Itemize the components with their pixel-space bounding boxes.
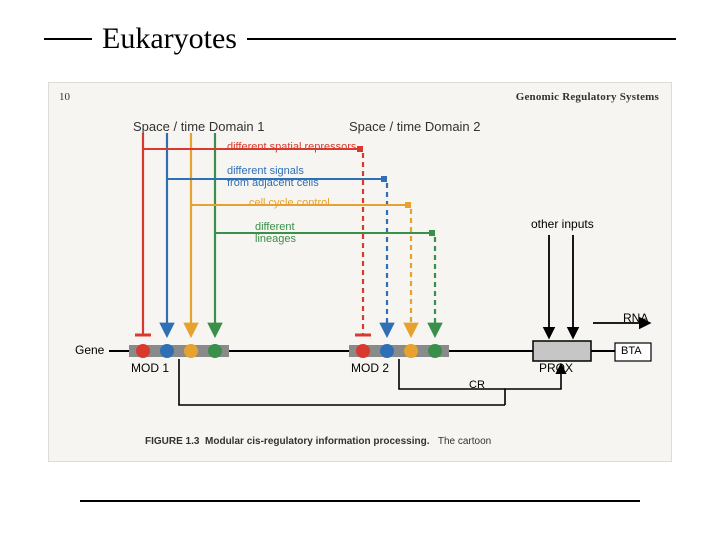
mod2-dot-orange: [404, 344, 418, 358]
label-other-inputs: other inputs: [531, 217, 594, 231]
diagram-svg: [49, 83, 673, 463]
label-mod1: MOD 1: [131, 361, 169, 375]
footer-rule: [80, 500, 640, 502]
cr-loop-mod1: [179, 359, 505, 405]
label-gene: Gene: [75, 343, 104, 357]
label-bta: BTA: [621, 345, 642, 357]
domain1-label: Space / time Domain 1: [133, 119, 265, 134]
title-row: Eukaryotes: [0, 22, 720, 56]
hz-orange-end: [405, 202, 411, 208]
mod2-dot-blue: [380, 344, 394, 358]
mod2-dot-red: [356, 344, 370, 358]
cr-loop-mod2: [399, 359, 505, 389]
caption-fig-title: Modular cis-regulatory information proce…: [205, 436, 429, 447]
label-repressors: different spatial repressors: [227, 141, 356, 153]
figure-caption: FIGURE 1.3 Modular cis-regulatory inform…: [145, 436, 651, 447]
mod1-dot-orange: [184, 344, 198, 358]
label-cellcycle: cell cycle control: [249, 197, 330, 209]
mod2-dot-green: [428, 344, 442, 358]
label-adjacent: different signals from adjacent cells: [227, 165, 319, 189]
caption-fig-number: FIGURE 1.3: [145, 436, 199, 447]
mod1-dot-blue: [160, 344, 174, 358]
title-rule-left: [44, 38, 92, 40]
label-prox: PROX: [539, 361, 573, 375]
hz-blue-end: [381, 176, 387, 182]
page-title: Eukaryotes: [92, 22, 247, 56]
label-cr: CR: [469, 379, 485, 391]
domain2-label: Space / time Domain 2: [349, 119, 481, 134]
label-mod2: MOD 2: [351, 361, 389, 375]
hz-green-end: [429, 230, 435, 236]
hz-red-end: [357, 146, 363, 152]
label-rna: RNA: [623, 311, 648, 325]
mod1-dot-green: [208, 344, 222, 358]
caption-trail: The cartoon: [438, 436, 491, 447]
figure-panel: 10 Genomic Regulatory Systems: [48, 82, 672, 462]
label-lineages: different lineages: [255, 221, 296, 245]
prox-box: [533, 341, 591, 361]
mod1-dot-red: [136, 344, 150, 358]
title-rule-right: [247, 38, 676, 40]
